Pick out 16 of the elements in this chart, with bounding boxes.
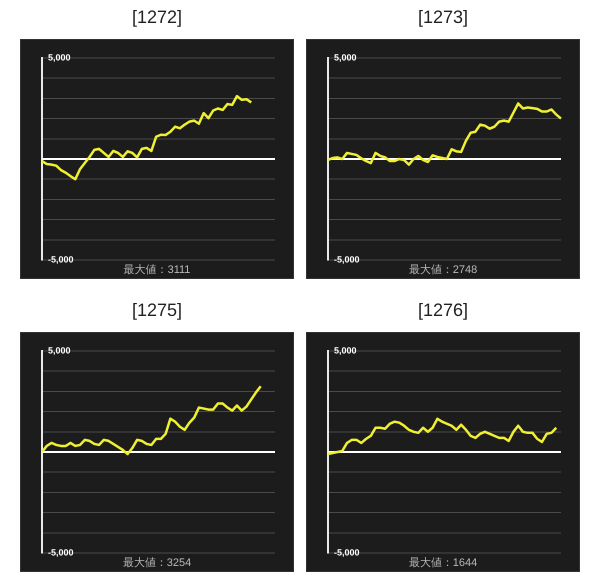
y-tick-label: 5,000 <box>48 345 71 356</box>
chart-title: [1276] <box>416 299 470 322</box>
y-tick-label: 5,000 <box>334 52 357 62</box>
y-tick-label: -5,000 <box>334 254 360 264</box>
text: 最大値：2748 <box>408 264 478 276</box>
y-tick-label: -5,000 <box>48 254 74 264</box>
y-tick-label: -5,000 <box>48 547 74 558</box>
y-tick-label: -5,000 <box>334 547 360 558</box>
text: 最大値：3254 <box>122 557 192 569</box>
y-tick-label: 5,000 <box>48 52 71 62</box>
chart-title: [1273] <box>416 6 470 29</box>
text: 最大値：1644 <box>408 557 478 569</box>
y-tick-label: 5,000 <box>334 345 357 356</box>
text: 最大値：3111 <box>124 264 190 276</box>
chart-title: [1272] <box>130 6 184 29</box>
chart-title: [1275] <box>130 299 184 322</box>
